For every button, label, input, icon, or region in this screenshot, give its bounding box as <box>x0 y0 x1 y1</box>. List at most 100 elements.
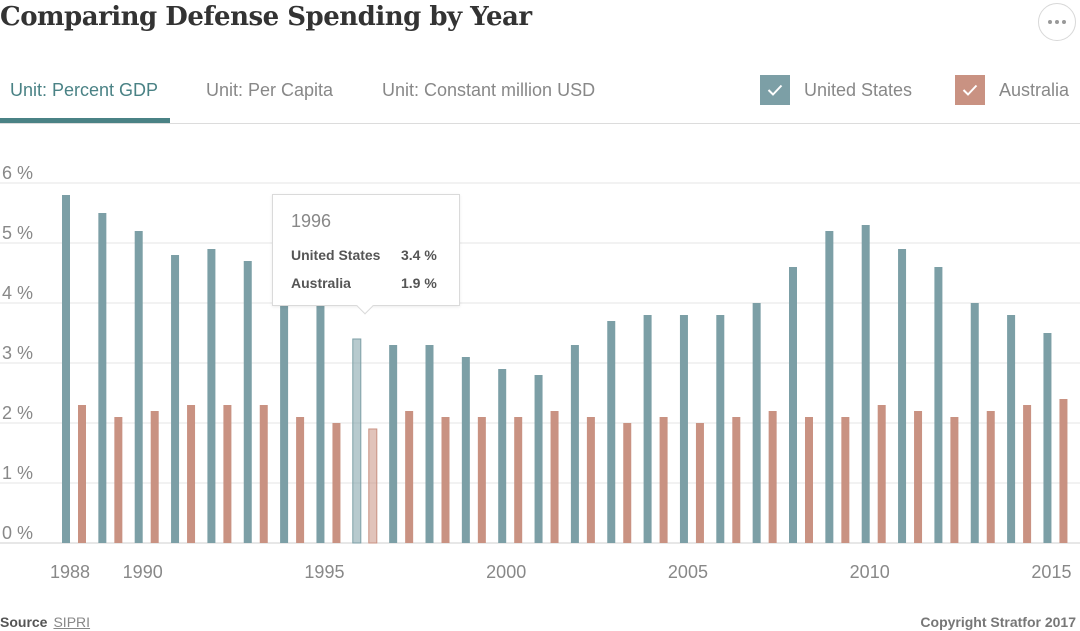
bar-united-states-2004[interactable] <box>643 315 652 543</box>
bar-australia-2005[interactable] <box>695 423 704 543</box>
y-tick-label: 3 % <box>2 343 33 363</box>
tooltip-label-australia: Australia <box>291 275 351 291</box>
bar-united-states-2003[interactable] <box>607 321 616 543</box>
bar-united-states-2007[interactable] <box>752 303 761 543</box>
bar-australia-1988[interactable] <box>78 405 86 543</box>
x-tick-label: 1990 <box>123 562 163 582</box>
bar-australia-2015[interactable] <box>1059 399 1068 543</box>
bar-australia-1992[interactable] <box>223 405 232 543</box>
bar-australia-2011[interactable] <box>914 411 923 543</box>
bar-united-states-1989[interactable] <box>98 213 107 543</box>
hover-tooltip: 1996 United States 3.4 % Australia 1.9 % <box>272 194 460 306</box>
y-tick-label: 5 % <box>2 223 33 243</box>
x-tick-label: 2000 <box>486 562 526 582</box>
bar-united-states-2005[interactable] <box>679 315 688 543</box>
legend-label-united-states: United States <box>804 79 913 100</box>
tab-constant-usd[interactable]: Unit: Constant million USD <box>382 80 596 100</box>
bar-united-states-2006[interactable] <box>716 315 725 543</box>
bar-australia-1991[interactable] <box>187 405 196 543</box>
bar-united-states-2010[interactable] <box>861 225 870 543</box>
bar-united-states-2001[interactable] <box>534 375 543 543</box>
bar-united-states-2009[interactable] <box>825 231 834 543</box>
y-tick-label: 0 % <box>2 523 33 543</box>
check-icon <box>962 84 978 96</box>
tooltip-value-united-states: 3.4 % <box>401 247 437 263</box>
bar-australia-1994[interactable] <box>296 417 305 543</box>
source-label: Source <box>0 614 48 630</box>
bar-united-states-2012[interactable] <box>934 267 943 543</box>
source-note: Source SIPRI <box>0 614 90 630</box>
unit-tabs: Unit: Percent GDP Unit: Per Capita Unit:… <box>0 68 1080 123</box>
y-tick-label: 4 % <box>2 283 33 303</box>
bar-australia-2010[interactable] <box>877 405 886 543</box>
legend-toggle-australia[interactable]: Australia <box>955 75 1069 105</box>
ellipsis-icon <box>1048 20 1052 24</box>
bar-australia-1997[interactable] <box>405 411 414 543</box>
tab-percent-gdp[interactable]: Unit: Percent GDP <box>10 80 159 100</box>
bar-australia-1989[interactable] <box>114 417 123 543</box>
x-tick-label: 2005 <box>668 562 708 582</box>
bar-australia-2004[interactable] <box>659 417 668 543</box>
bar-australia-2007[interactable] <box>768 411 777 543</box>
check-icon <box>767 84 783 96</box>
ellipsis-icon <box>1062 20 1066 24</box>
ellipsis-icon <box>1055 20 1059 24</box>
x-tick-label: 1995 <box>304 562 344 582</box>
bar-united-states-1994[interactable] <box>280 303 289 543</box>
bar-australia-1999[interactable] <box>477 417 486 543</box>
bar-united-states-1996[interactable] <box>352 338 362 544</box>
bar-united-states-2014[interactable] <box>1007 315 1016 543</box>
bar-united-states-1992[interactable] <box>207 249 216 543</box>
tooltip-value-australia: 1.9 % <box>401 275 437 291</box>
bar-australia-1990[interactable] <box>150 411 159 543</box>
bar-united-states-1991[interactable] <box>171 255 180 543</box>
tooltip-year: 1996 <box>291 211 332 231</box>
bar-united-states-2011[interactable] <box>898 249 907 543</box>
bar-australia-1996[interactable] <box>368 428 378 544</box>
bar-united-states-2015[interactable] <box>1043 333 1052 543</box>
tooltip-label-united-states: United States <box>291 247 381 263</box>
bar-australia-2009[interactable] <box>841 417 850 543</box>
source-link[interactable]: SIPRI <box>53 614 91 630</box>
copyright-note: Copyright Stratfor 2017 <box>920 614 1076 630</box>
legend-checkbox-united-states[interactable] <box>760 75 790 105</box>
bar-australia-2000[interactable] <box>514 417 523 543</box>
more-options-button[interactable] <box>1038 3 1076 41</box>
bar-united-states-2002[interactable] <box>570 345 579 543</box>
bar-united-states-1997[interactable] <box>389 345 398 543</box>
bar-australia-2003[interactable] <box>623 423 632 543</box>
legend-toggle-united-states[interactable]: United States <box>760 75 912 105</box>
bar-united-states-1998[interactable] <box>425 345 434 543</box>
bar-united-states-2008[interactable] <box>789 267 797 543</box>
x-tick-label: 2015 <box>1031 562 1071 582</box>
bar-australia-2002[interactable] <box>586 417 595 543</box>
y-tick-label: 2 % <box>2 403 33 423</box>
bar-australia-1995[interactable] <box>332 423 341 543</box>
y-tick-label: 1 % <box>2 463 33 483</box>
bar-australia-2006[interactable] <box>732 417 741 543</box>
bar-united-states-2013[interactable] <box>970 303 979 543</box>
active-tab-indicator <box>0 118 170 123</box>
x-tick-label: 2010 <box>850 562 890 582</box>
bar-australia-2008[interactable] <box>805 417 813 543</box>
bar-australia-2013[interactable] <box>986 411 995 543</box>
y-tick-label: 6 % <box>2 163 33 183</box>
bar-australia-1998[interactable] <box>441 417 450 543</box>
chart-title: Comparing Defense Spending by Year <box>0 2 532 32</box>
bar-united-states-1995[interactable] <box>316 303 325 543</box>
legend-label-australia: Australia <box>999 79 1070 100</box>
bar-australia-1993[interactable] <box>259 405 268 543</box>
tabs-divider <box>0 123 1080 124</box>
x-tick-label: 1988 <box>50 562 90 582</box>
bar-united-states-1990[interactable] <box>134 231 143 543</box>
bar-australia-2001[interactable] <box>550 411 559 543</box>
bar-australia-2012[interactable] <box>950 417 959 543</box>
bar-chart: 0 % 1 % 2 % 3 % 4 % 5 % 6 % 1988 1990 1995 2000 200… <box>0 163 1080 582</box>
bar-united-states-2000[interactable] <box>498 369 507 543</box>
legend-checkbox-australia[interactable] <box>955 75 985 105</box>
tab-per-capita[interactable]: Unit: Per Capita <box>206 80 334 100</box>
bar-australia-2014[interactable] <box>1023 405 1032 543</box>
bar-united-states-1993[interactable] <box>243 261 252 543</box>
bar-united-states-1988[interactable] <box>62 195 70 543</box>
bar-united-states-1999[interactable] <box>461 357 470 543</box>
